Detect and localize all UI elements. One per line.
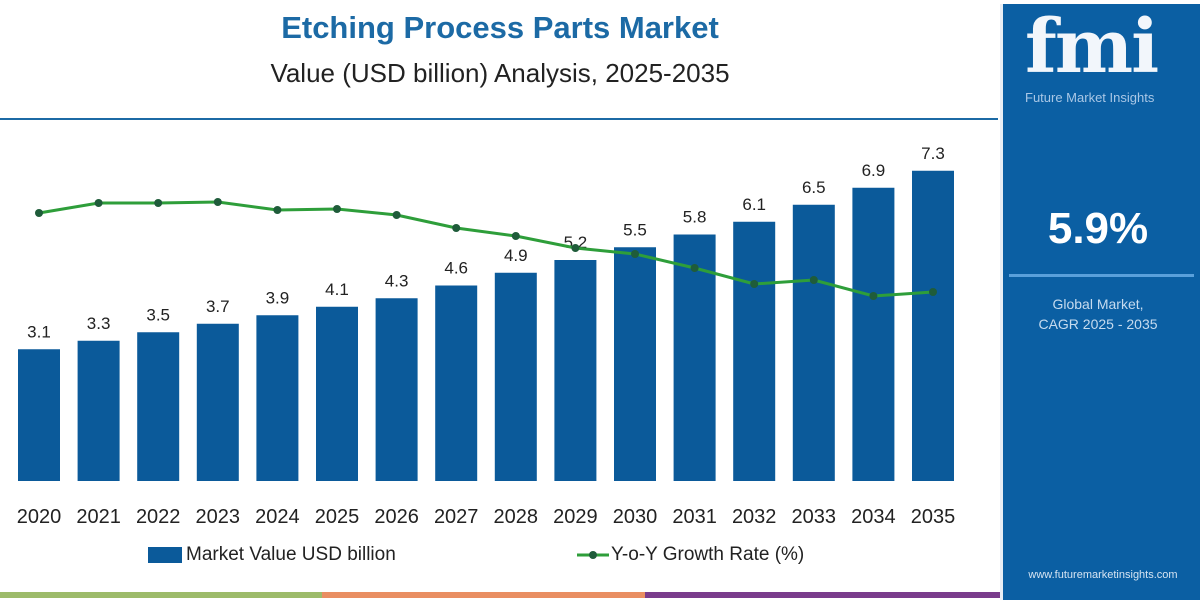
data-label-2035: 7.3 bbox=[921, 144, 945, 163]
bar-2027 bbox=[435, 285, 478, 481]
x-tick-2032: 2032 bbox=[732, 506, 777, 528]
growth-point-2033 bbox=[809, 276, 818, 284]
growth-rate-line bbox=[38, 200, 934, 298]
x-tick-2023: 2023 bbox=[196, 506, 241, 528]
data-label-2033: 6.5 bbox=[802, 178, 826, 197]
x-tick-2034: 2034 bbox=[851, 506, 896, 528]
x-tick-2027: 2027 bbox=[434, 506, 479, 528]
bar-2035 bbox=[912, 170, 954, 481]
x-tick-2030: 2030 bbox=[613, 506, 658, 528]
bar-2030 bbox=[614, 247, 656, 481]
growth-point-2026 bbox=[392, 211, 401, 219]
logo-subtitle: Future Market Insights bbox=[1025, 90, 1155, 105]
sidebar-panel: fmi Future Market Insights 5.9% Global M… bbox=[1000, 4, 1200, 600]
growth-point-2022 bbox=[154, 199, 163, 207]
data-label-2024: 3.9 bbox=[266, 288, 290, 307]
data-label-2028: 4.9 bbox=[504, 246, 528, 265]
bar-2029 bbox=[554, 260, 597, 481]
growth-point-2032 bbox=[750, 280, 759, 288]
footer-stripe-green bbox=[0, 592, 322, 598]
bar-2031 bbox=[673, 234, 716, 481]
growth-point-2027 bbox=[452, 224, 461, 232]
bar-2028 bbox=[494, 272, 537, 481]
bar-2024 bbox=[256, 315, 299, 481]
growth-point-2035 bbox=[929, 288, 937, 296]
data-label-2025: 4.1 bbox=[325, 280, 349, 299]
x-tick-2020: 2020 bbox=[17, 506, 62, 528]
footer-stripe-purple bbox=[645, 592, 1000, 598]
cagr-label-line2: CAGR 2025 - 2035 bbox=[1038, 316, 1158, 332]
data-label-2021: 3.3 bbox=[87, 314, 111, 333]
growth-point-2021 bbox=[94, 199, 103, 207]
fmi-logo: fmi bbox=[1025, 4, 1159, 90]
growth-point-2020 bbox=[35, 209, 43, 217]
growth-point-2029 bbox=[571, 244, 580, 252]
data-label-2034: 6.9 bbox=[862, 161, 886, 180]
growth-point-2031 bbox=[690, 264, 699, 272]
bar-2021 bbox=[77, 340, 120, 481]
data-label-2026: 4.3 bbox=[385, 271, 409, 290]
growth-point-2030 bbox=[631, 250, 639, 258]
chart-subtitle: Value (USD billion) Analysis, 2025-2035 bbox=[270, 58, 730, 88]
legend-swatch-bar bbox=[148, 547, 182, 563]
x-tick-2025: 2025 bbox=[315, 506, 360, 528]
x-tick-2024: 2024 bbox=[255, 506, 300, 528]
cagr-divider bbox=[1009, 274, 1194, 277]
legend-item-growth-rate: Y-o-Y Growth Rate (%) bbox=[575, 544, 804, 566]
legend-label: Market Value USD billion bbox=[186, 544, 396, 565]
x-tick-2028: 2028 bbox=[494, 506, 539, 528]
growth-point-2023 bbox=[213, 198, 222, 206]
data-label-2022: 3.5 bbox=[146, 305, 170, 324]
data-label-2031: 5.8 bbox=[683, 208, 707, 227]
data-label-2032: 6.1 bbox=[742, 195, 766, 214]
footer-stripe-orange bbox=[322, 592, 645, 598]
x-tick-2026: 2026 bbox=[374, 506, 419, 528]
chart-title: Etching Process Parts Market bbox=[281, 10, 719, 45]
data-label-2030: 5.5 bbox=[623, 220, 647, 239]
website-link[interactable]: www.futuremarketinsights.com bbox=[1028, 569, 1178, 581]
legend-swatch-line bbox=[577, 551, 609, 559]
x-tick-2022: 2022 bbox=[136, 506, 181, 528]
legend-item-market-value: Market Value USD billion bbox=[148, 544, 396, 566]
data-label-2023: 3.7 bbox=[206, 297, 230, 316]
x-tick-2033: 2033 bbox=[792, 506, 837, 528]
bar-2022 bbox=[137, 332, 180, 481]
growth-point-2024 bbox=[273, 206, 282, 214]
bar-2023 bbox=[196, 323, 239, 481]
bar-2033 bbox=[792, 204, 835, 481]
bar-2026 bbox=[375, 298, 418, 481]
growth-point-2028 bbox=[511, 232, 520, 240]
bar-2025 bbox=[316, 306, 358, 481]
growth-point-2034 bbox=[869, 292, 878, 300]
data-label-2027: 4.6 bbox=[444, 259, 468, 278]
bar-2034 bbox=[852, 187, 895, 481]
cagr-value: 5.9% bbox=[1047, 204, 1149, 253]
x-tick-2021: 2021 bbox=[76, 506, 121, 528]
cagr-label-line1: Global Market, bbox=[1052, 296, 1144, 312]
x-tick-2029: 2029 bbox=[553, 506, 598, 528]
bar-2032 bbox=[733, 221, 776, 481]
data-label-2020: 3.1 bbox=[27, 322, 51, 341]
chart-plot: 3.1 2020 3.3 2021 3.5 2022 3.7 2023 3.9 2024 4.1 20… bbox=[17, 144, 956, 528]
cagr-label: Global Market, CAGR 2025 - 2035 bbox=[1003, 294, 1193, 334]
title-divider bbox=[0, 118, 998, 120]
legend-label: Y-o-Y Growth Rate (%) bbox=[611, 544, 805, 565]
growth-point-2025 bbox=[333, 205, 341, 213]
bar-2020 bbox=[18, 349, 60, 481]
x-tick-2031: 2031 bbox=[672, 506, 717, 528]
x-tick-2035: 2035 bbox=[911, 506, 956, 528]
